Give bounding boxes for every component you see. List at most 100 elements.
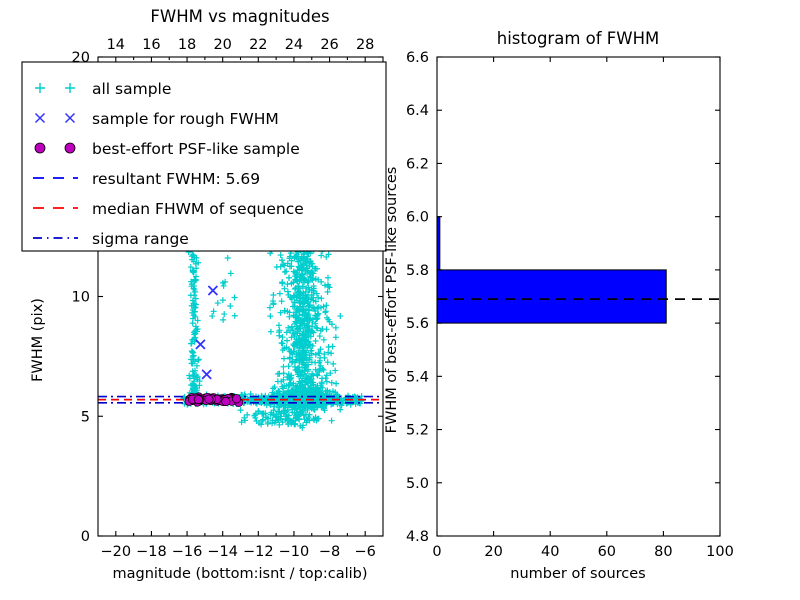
scatter-point-plus <box>306 307 313 314</box>
scatter-point-plus <box>313 290 320 297</box>
scatter-point-plus <box>252 412 259 419</box>
scatter-point-plus <box>288 323 295 330</box>
scatter-point-plus <box>299 331 306 338</box>
scatter-point-plus <box>299 408 306 415</box>
scatter-point-dot <box>231 394 242 404</box>
right-plot-title: histogram of FWHM <box>497 29 660 48</box>
scatter-point-plus <box>329 343 336 350</box>
scatter-point-plus <box>310 297 317 304</box>
scatter-point-plus <box>295 357 302 364</box>
scatter-point-plus <box>192 295 199 302</box>
scatter-point-plus <box>263 414 270 421</box>
scatter-point-plus <box>277 309 284 316</box>
scatter-point-plus <box>290 292 297 299</box>
scatter-point-plus <box>291 303 298 310</box>
scatter-point-plus <box>276 388 283 395</box>
left-top-xtick-label: 16 <box>142 37 160 53</box>
right-xtick-label: 80 <box>654 544 672 560</box>
scatter-point-plus <box>270 300 277 307</box>
right-ytick-label: 6.2 <box>406 156 429 172</box>
scatter-point-plus <box>317 362 324 369</box>
scatter-point-plus <box>318 380 325 387</box>
right-yaxis-label: FWHM of best-effort PSF-like sources <box>384 167 400 434</box>
left-top-xtick-label: 28 <box>356 37 374 53</box>
left-top-xtick-label: 22 <box>249 37 267 53</box>
legend-marker-dot <box>34 142 46 154</box>
scatter-point-plus <box>296 294 303 301</box>
left-top-xtick-label: 18 <box>178 37 196 53</box>
left-yaxis-label: FWHM (pix) <box>30 298 46 382</box>
scatter-point-plus <box>273 264 280 271</box>
right-ytick-label: 5.2 <box>406 423 429 439</box>
right-ytick-label: 6.0 <box>406 210 429 226</box>
scatter-point-plus <box>329 400 336 407</box>
scatter-point-plus <box>296 347 303 354</box>
scatter-point-plus <box>308 359 315 366</box>
scatter-point-plus <box>309 342 316 349</box>
scatter-point-plus <box>220 316 227 323</box>
scatter-point-plus <box>325 274 332 281</box>
scatter-point-plus <box>227 302 234 309</box>
scatter-point-plus <box>298 306 305 313</box>
scatter-point-plus <box>286 313 293 320</box>
scatter-point-plus <box>270 392 277 399</box>
scatter-point-plus <box>269 412 276 419</box>
scatter-point-plus <box>295 335 302 342</box>
left-top-xtick-label: 24 <box>285 37 303 53</box>
scatter-point-plus <box>192 328 199 335</box>
right-xaxis-label: number of sources <box>510 566 646 582</box>
left-ytick-label: 10 <box>72 290 90 306</box>
scatter-point-plus <box>323 378 330 385</box>
histogram-bar <box>437 269 667 324</box>
scatter-point-plus <box>278 415 285 422</box>
scatter-point-plus <box>294 278 301 285</box>
scatter-point-plus <box>193 362 200 369</box>
left-hlines <box>98 395 383 404</box>
scatter-point-plus <box>188 283 195 290</box>
scatter-point-plus <box>299 375 306 382</box>
scatter-point-plus <box>323 372 330 379</box>
left-xtick-label: −16 <box>172 544 203 560</box>
scatter-point-cross <box>195 339 206 350</box>
scatter-point-plus <box>317 384 324 391</box>
scatter-point-plus <box>285 417 292 424</box>
scatter-point-plus <box>192 301 199 308</box>
scatter-point-cross <box>34 112 46 124</box>
scatter-point-cross <box>201 369 212 380</box>
scatter-point-plus <box>286 354 293 361</box>
scatter-point-plus <box>237 407 244 414</box>
scatter-point-plus <box>297 342 304 349</box>
scatter-point-plus <box>296 412 303 419</box>
scatter-point-plus <box>290 312 297 319</box>
scatter-point-plus <box>320 303 327 310</box>
scatter-point-plus <box>193 265 200 272</box>
scatter-point-plus <box>220 282 227 289</box>
scatter-point-plus <box>295 373 302 380</box>
scatter-point-plus <box>305 361 312 368</box>
scatter-point-plus <box>273 411 280 418</box>
scatter-point-plus <box>316 365 323 372</box>
scatter-point-plus <box>258 421 265 428</box>
left-xtick-label: −14 <box>207 544 238 560</box>
scatter-point-plus <box>305 284 312 291</box>
scatter-point-plus <box>221 311 228 318</box>
scatter-point-plus <box>312 337 319 344</box>
scatter-point-plus <box>277 252 284 259</box>
scatter-point-plus <box>222 278 229 285</box>
scatter-point-plus <box>276 290 283 297</box>
scatter-point-plus <box>289 327 296 334</box>
legend-label: median FHWM of sequence <box>92 200 304 218</box>
scatter-point-plus <box>284 260 291 267</box>
left-top-ticks: 14 16 18 20 22 24 26 28 <box>107 37 375 53</box>
scatter-point-plus <box>300 256 307 263</box>
right-xtick-label: 100 <box>706 544 734 560</box>
scatter-point-plus <box>187 264 194 271</box>
scatter-point-plus <box>313 417 320 424</box>
scatter-point-plus <box>276 370 283 377</box>
scatter-point-plus <box>255 408 262 415</box>
scatter-point-plus <box>325 316 332 323</box>
scatter-point-plus <box>303 357 310 364</box>
scatter-point-plus <box>260 416 267 423</box>
